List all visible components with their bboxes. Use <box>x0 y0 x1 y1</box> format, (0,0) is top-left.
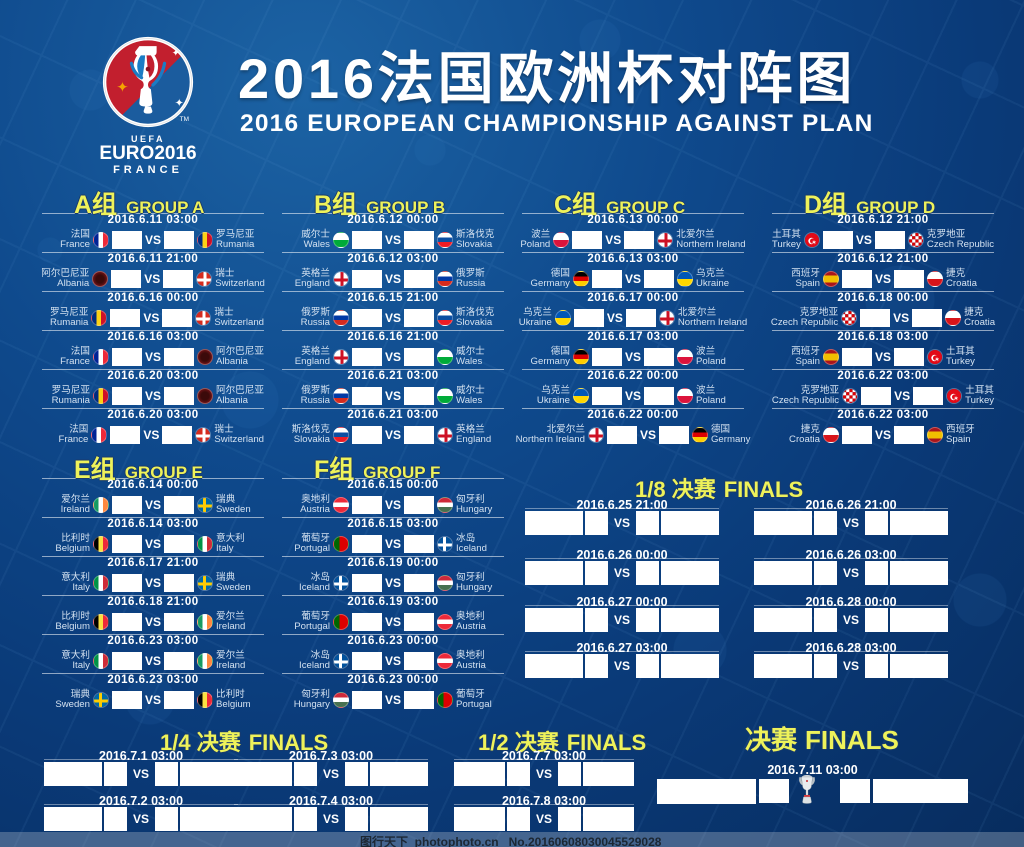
svg-text:TM: TM <box>180 116 189 123</box>
svg-text:✦: ✦ <box>116 80 128 96</box>
